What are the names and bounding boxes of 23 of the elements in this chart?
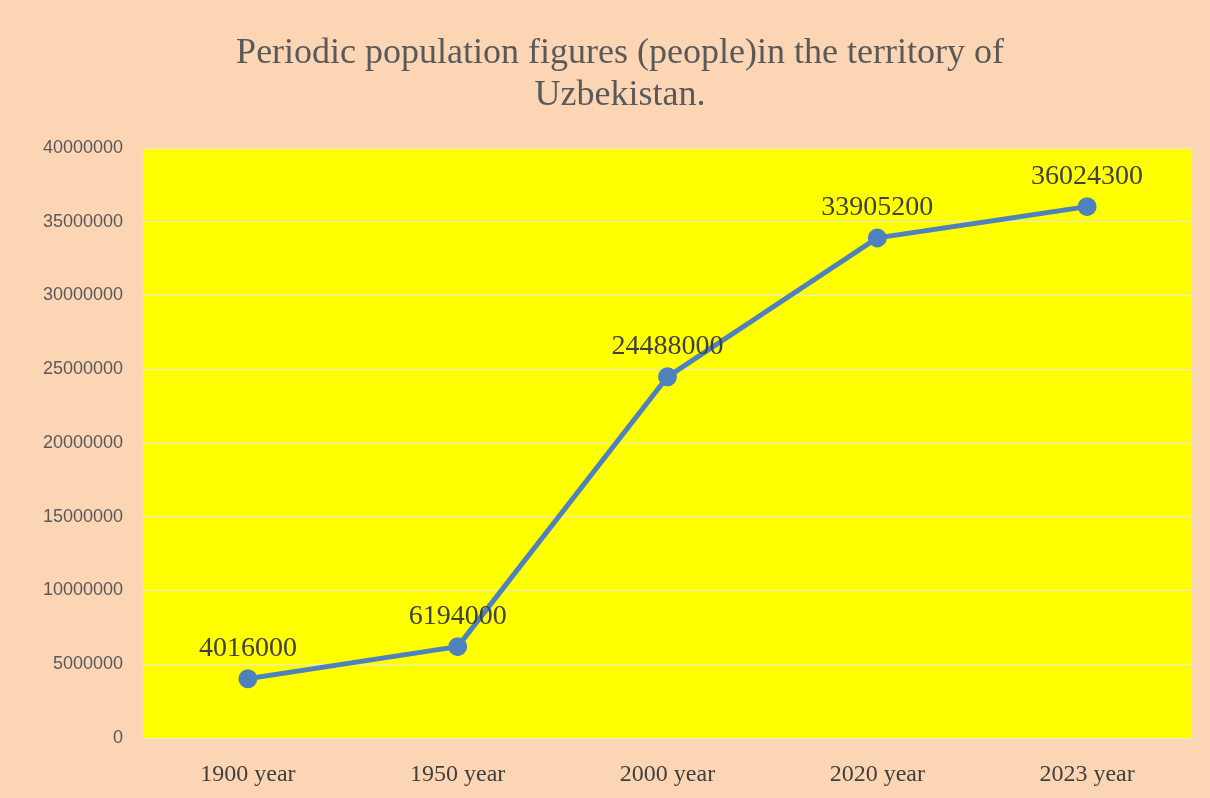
- data-label: 33905200: [821, 190, 934, 222]
- x-tick-label: 2020 year: [829, 759, 925, 786]
- y-tick-label: 20000000: [42, 431, 123, 452]
- y-tick-label: 25000000: [42, 358, 123, 379]
- point: [658, 367, 677, 387]
- point: [448, 637, 468, 657]
- y-tick-label: 5000000: [52, 653, 123, 674]
- y-tick-label: 10000000: [42, 579, 123, 600]
- y-tick-label: 40000000: [42, 136, 123, 157]
- x-tick-label: 2000 year: [619, 759, 716, 786]
- data-label: 36024300: [1031, 159, 1144, 190]
- y-tick-label: 35000000: [42, 210, 123, 231]
- y-tick-label: 30000000: [42, 284, 123, 305]
- y-tick-label: 15000000: [42, 505, 123, 526]
- point: [867, 228, 887, 248]
- x-tick-label: 1900 year: [200, 759, 296, 786]
- data-label: 4016000: [198, 631, 297, 663]
- x-tick-label: 2023 year: [1039, 759, 1135, 786]
- point: [238, 669, 258, 689]
- chart-title: Periodic population figures (people)in the territory of Uzbekistan.: [235, 30, 1005, 114]
- point: [1077, 197, 1097, 217]
- y-tick-label: 0: [112, 726, 123, 747]
- x-tick-label: 1950 year: [410, 759, 506, 786]
